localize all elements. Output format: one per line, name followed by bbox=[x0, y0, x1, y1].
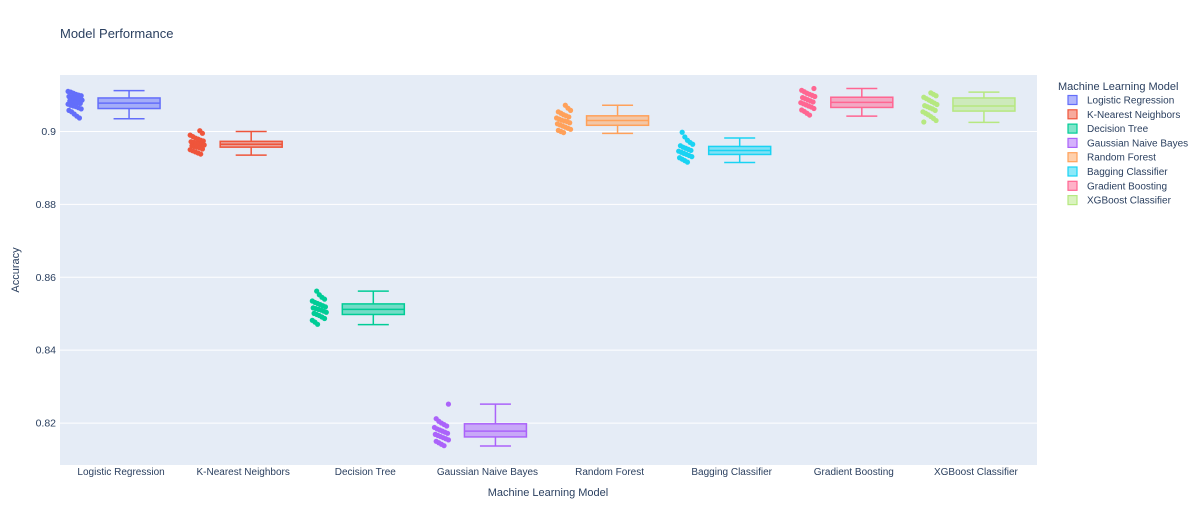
data-point bbox=[201, 142, 207, 148]
legend-swatch bbox=[1067, 123, 1078, 134]
legend-label: XGBoost Classifier bbox=[1087, 196, 1172, 207]
x-tick-label: Bagging Classifier bbox=[691, 467, 772, 478]
series-group bbox=[309, 288, 406, 327]
y-tick-labels: 0.82 0.84 0.86 0.88 0.9 bbox=[36, 126, 57, 430]
legend-label: Logistic Regression bbox=[1087, 96, 1174, 107]
data-point bbox=[321, 315, 328, 322]
data-point bbox=[77, 100, 83, 107]
data-point bbox=[566, 114, 572, 120]
x-tick-label: K-Nearest Neighbors bbox=[197, 467, 290, 478]
data-point bbox=[689, 154, 695, 160]
data-point bbox=[76, 115, 83, 121]
data-point bbox=[933, 93, 939, 99]
series-layer bbox=[65, 85, 1016, 449]
data-point bbox=[932, 107, 938, 113]
data-point bbox=[567, 126, 574, 132]
data-point bbox=[314, 288, 320, 294]
legend-label: Decision Tree bbox=[1087, 124, 1149, 135]
data-point bbox=[198, 151, 204, 157]
legend-swatch bbox=[1067, 94, 1078, 106]
y-axis-title: Accuracy bbox=[10, 247, 22, 293]
x-tick-label: Decision Tree bbox=[335, 467, 397, 478]
legend-swatch bbox=[1067, 180, 1078, 191]
data-point bbox=[441, 443, 447, 449]
data-point bbox=[934, 101, 940, 108]
x-tick-label: XGBoost Classifier bbox=[934, 467, 1019, 478]
data-point bbox=[810, 99, 816, 105]
gridlines bbox=[60, 130, 1037, 424]
legend-label: Random Forest bbox=[1087, 153, 1156, 164]
chart-title: Model Performance bbox=[60, 26, 173, 41]
y-tick-label: 0.84 bbox=[36, 345, 57, 357]
data-point bbox=[445, 437, 452, 443]
data-point bbox=[806, 112, 813, 118]
data-point bbox=[679, 129, 685, 135]
legend-swatch bbox=[1067, 137, 1078, 148]
legend-label: Bagging Classifier bbox=[1087, 167, 1168, 178]
series-group bbox=[920, 90, 1016, 125]
legend-label: Gaussian Naive Bayes bbox=[1087, 138, 1188, 149]
data-point bbox=[560, 129, 567, 136]
series-group bbox=[553, 102, 650, 136]
series-group bbox=[798, 85, 894, 118]
data-point bbox=[811, 85, 817, 92]
series-group bbox=[65, 88, 161, 121]
data-point bbox=[684, 159, 691, 165]
legend-swatch bbox=[1067, 166, 1078, 177]
legend-label: K-Nearest Neighbors bbox=[1087, 110, 1180, 121]
data-point bbox=[314, 321, 321, 327]
legend-title: Machine Learning Model bbox=[1058, 81, 1178, 93]
x-tick-label: Random Forest bbox=[575, 467, 644, 478]
y-tick-label: 0.88 bbox=[36, 199, 57, 211]
data-point bbox=[812, 93, 818, 100]
data-point bbox=[199, 130, 206, 136]
series-group bbox=[676, 129, 772, 165]
data-point bbox=[444, 423, 450, 429]
data-point bbox=[921, 119, 927, 125]
data-point bbox=[688, 147, 694, 154]
data-point bbox=[78, 106, 84, 112]
data-point bbox=[567, 120, 573, 126]
series-group bbox=[187, 128, 283, 157]
x-axis-title: Machine Learning Model bbox=[488, 487, 608, 499]
x-tick-label: Logistic Regression bbox=[77, 467, 164, 478]
plot-background bbox=[60, 75, 1037, 465]
legend-label: Gradient Boosting bbox=[1087, 181, 1167, 192]
box bbox=[952, 97, 1016, 112]
y-tick-label: 0.9 bbox=[41, 126, 56, 138]
data-point bbox=[322, 304, 329, 310]
y-tick-label: 0.82 bbox=[36, 418, 57, 430]
data-point bbox=[445, 401, 452, 407]
data-point bbox=[933, 117, 939, 124]
x-tick-label: Gradient Boosting bbox=[814, 467, 894, 478]
x-tick-labels: Logistic Regression K-Nearest Neighbors De… bbox=[77, 467, 1018, 478]
legend-swatch bbox=[1067, 195, 1078, 206]
legend-swatch bbox=[1067, 152, 1078, 163]
data-point bbox=[321, 296, 328, 302]
x-tick-label: Gaussian Naive Bayes bbox=[437, 467, 538, 478]
data-point bbox=[444, 430, 451, 436]
data-point bbox=[323, 309, 329, 315]
legend-swatch bbox=[1067, 109, 1078, 120]
data-point bbox=[811, 105, 817, 112]
y-tick-label: 0.86 bbox=[36, 272, 57, 284]
data-point bbox=[567, 107, 574, 113]
legend: Machine Learning Model Logistic Regressi… bbox=[1058, 81, 1188, 207]
series-group bbox=[431, 401, 528, 449]
data-point bbox=[199, 146, 206, 152]
data-point bbox=[690, 141, 696, 147]
